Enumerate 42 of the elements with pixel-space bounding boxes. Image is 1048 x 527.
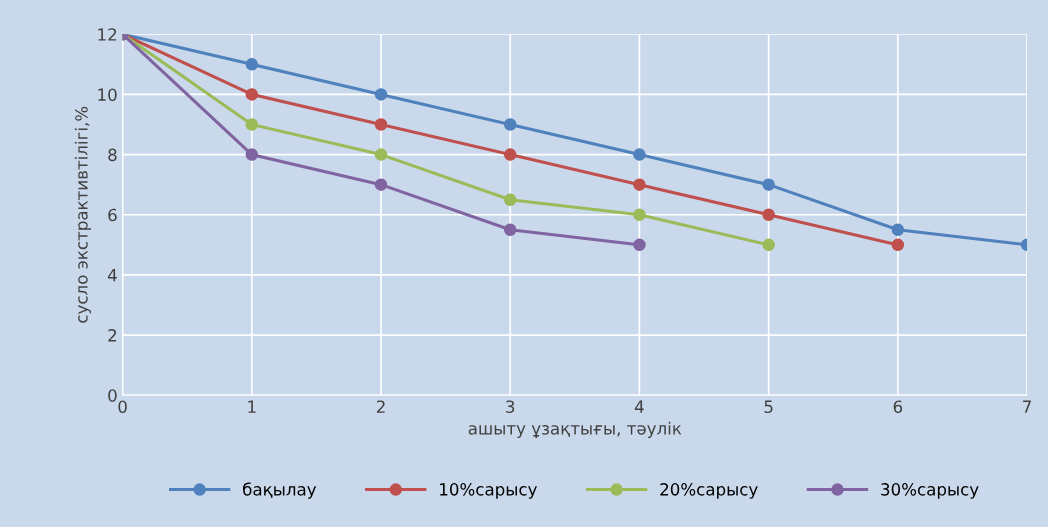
point [633, 208, 646, 222]
x-tick-label: 0 [118, 400, 127, 414]
point [374, 178, 388, 191]
x-tick-label: 3 [506, 400, 515, 414]
point [503, 223, 517, 237]
point [245, 58, 259, 71]
x-tick-label: 1 [248, 400, 256, 413]
legend-label: 20%сарысу [660, 483, 758, 499]
legend-label: бақылау [243, 482, 317, 499]
legend-label: 30%сарысу [881, 483, 979, 499]
y-tick-label: 12 [98, 28, 117, 41]
point [245, 148, 259, 161]
legend-label: 10%сарысу [440, 483, 537, 499]
x-tick-label: 2 [376, 400, 385, 413]
y-axis-title: сусло экстрактивтілігі,% [74, 106, 91, 323]
y-tick-label: 10 [98, 88, 117, 101]
y-tick-label: 8 [108, 148, 117, 162]
point [374, 118, 388, 131]
point [891, 223, 905, 237]
point [633, 148, 646, 161]
point [245, 88, 259, 101]
y-tick-label: 4 [107, 269, 117, 282]
point [503, 148, 517, 161]
x-tick-label: 7 [1023, 400, 1031, 413]
point [374, 88, 388, 101]
point [762, 238, 775, 252]
point [374, 148, 388, 161]
x-axis-title: ашыту ұзақтығы, тәулік [468, 421, 682, 438]
y-tick-label: 6 [108, 208, 117, 222]
y-tick-label: 2 [108, 329, 117, 342]
point [762, 208, 775, 222]
point [633, 238, 646, 252]
x-tick-label: 6 [893, 400, 903, 414]
point [762, 178, 775, 191]
x-tick-label: 5 [764, 400, 773, 414]
x-tick-label: 4 [634, 400, 644, 413]
y-tick-label: 0 [108, 389, 117, 402]
point [503, 193, 517, 206]
point [245, 118, 259, 131]
point [891, 238, 905, 252]
point [633, 178, 646, 191]
point [503, 118, 517, 131]
